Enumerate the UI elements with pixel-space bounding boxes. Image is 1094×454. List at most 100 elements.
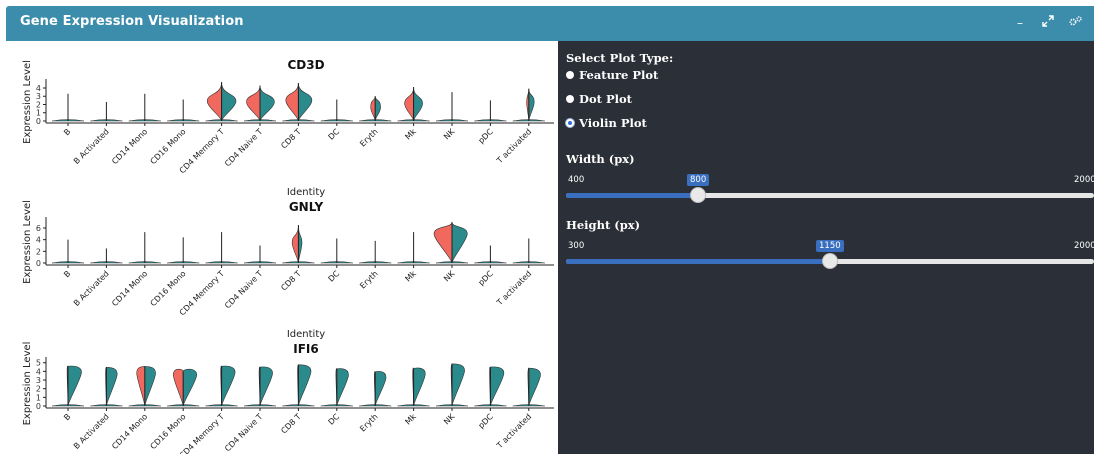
violin-right-half: [67, 365, 82, 407]
gears-icon[interactable]: [1068, 15, 1084, 31]
width-slider-fill: [566, 193, 698, 198]
violin-left-half: [172, 368, 184, 407]
violin-right-half: [259, 85, 275, 122]
radio-dot-plot[interactable]: Dot Plot: [566, 92, 632, 106]
panel-title: GNLY: [289, 200, 324, 214]
panel-title: CD3D: [287, 58, 324, 72]
radio-dot-selected[interactable]: [566, 119, 574, 127]
x-tick-label: Eryth: [358, 127, 379, 148]
violin-plot-area: CD3D Expression Level 0 1 2 3 4 B B Activated CD1…: [6, 41, 558, 454]
violin-right-half: [528, 88, 535, 122]
violin-left-half: [246, 85, 261, 122]
y-tick-label: 2: [36, 385, 41, 394]
violin-right-half: [182, 368, 198, 407]
violin-right-half: [374, 371, 387, 407]
violin-left-half: [285, 82, 299, 122]
violin-right-half: [528, 367, 541, 407]
x-tick-label: CD8 T: [279, 269, 303, 293]
x-tick-label: pDC: [477, 412, 496, 431]
x-tick-label: NK: [442, 412, 457, 427]
width-max: 2000: [1074, 175, 1094, 185]
radio-feature-plot[interactable]: Feature Plot: [566, 68, 658, 82]
control-panel: Select Plot Type: Feature Plot Dot Plot …: [558, 41, 1094, 454]
x-tick-label: CD14 Mono: [110, 269, 149, 308]
x-tick-label: Mk: [403, 412, 418, 427]
violin-right-half: [298, 364, 312, 407]
plot-type-label: Select Plot Type:: [566, 51, 674, 65]
violin-right-half: [221, 82, 237, 122]
y-tick-label: 0: [36, 117, 41, 126]
width-min: 400: [568, 175, 585, 185]
visualization-box: Gene Expression Visualization – CD3D Expr…: [6, 6, 1094, 454]
x-tick-label: CD14 Mono: [110, 127, 149, 166]
x-tick-label: B: [62, 127, 72, 137]
x-tick-label: NK: [442, 269, 457, 284]
width-slider-track[interactable]: [566, 193, 1094, 198]
violin-right-half: [259, 366, 273, 407]
x-tick-label: CD16 Mono: [149, 269, 188, 308]
y-tick-label: 4: [36, 236, 41, 245]
x-tick-label: pDC: [477, 269, 496, 288]
violin-right-half: [298, 225, 303, 264]
height-value-bubble: 1150: [816, 240, 844, 252]
radio-label: Feature Plot: [579, 68, 659, 82]
y-axis-label: Expression Level: [22, 342, 33, 426]
x-tick-label: T activated: [494, 127, 533, 166]
width-label: Width (px): [566, 152, 635, 166]
x-tick-label: B: [62, 269, 72, 279]
y-tick-label: 5: [36, 359, 41, 368]
x-tick-label: T activated: [494, 412, 533, 451]
x-tick-label: CD4 Naive T: [223, 269, 264, 310]
y-tick-label: 1: [36, 393, 41, 402]
violin-right-half: [490, 366, 505, 407]
violin-right-half: [374, 96, 381, 122]
y-tick-label: 1: [36, 109, 41, 118]
x-tick-label: B Activated: [72, 127, 111, 166]
x-tick-label: T activated: [494, 269, 533, 308]
radio-label: Violin Plot: [579, 116, 647, 130]
y-tick-label: 3: [36, 92, 41, 101]
radio-violin-plot[interactable]: Violin Plot: [566, 116, 647, 130]
violin-right-half: [413, 87, 423, 122]
x-tick-label: Mk: [403, 269, 418, 284]
x-tick-label: CD16 Mono: [149, 127, 188, 166]
violin-right-half: [336, 368, 349, 407]
x-axis-label: Identity: [287, 329, 325, 340]
violin-right-half: [221, 365, 236, 407]
y-tick-label: 0: [36, 259, 41, 268]
radio-dot[interactable]: [566, 95, 574, 103]
x-axis-label: Identity: [287, 187, 325, 198]
violin-right-half: [144, 365, 156, 407]
box-header: Gene Expression Visualization –: [6, 6, 1094, 41]
x-tick-label: Eryth: [358, 269, 379, 290]
y-tick-label: 4: [36, 367, 41, 376]
violin-left-half: [291, 225, 299, 264]
height-min: 300: [568, 241, 585, 251]
x-tick-label: CD16 Mono: [149, 412, 188, 451]
radio-dot[interactable]: [566, 71, 574, 79]
y-axis-label: Expression Level: [22, 60, 33, 144]
y-tick-label: 4: [36, 84, 41, 93]
violin-left-half: [370, 96, 376, 122]
violin-right-half: [298, 82, 313, 122]
height-slider-fill: [566, 259, 830, 264]
x-tick-label: CD8 T: [279, 412, 303, 436]
x-tick-label: CD4 Naive T: [223, 127, 264, 168]
collapse-icon[interactable]: –: [1017, 16, 1023, 30]
x-tick-label: B Activated: [72, 412, 111, 451]
y-tick-label: 0: [36, 402, 41, 411]
height-max: 2000: [1074, 241, 1094, 251]
x-tick-label: CD4 Naive T: [223, 412, 264, 453]
y-tick-label: 3: [36, 376, 41, 385]
x-tick-label: NK: [442, 127, 457, 142]
maximize-icon[interactable]: [1040, 15, 1056, 31]
width-slider-handle[interactable]: [690, 187, 706, 203]
x-tick-label: pDC: [477, 127, 496, 146]
x-tick-label: Eryth: [358, 412, 379, 433]
violin-right-half: [413, 367, 426, 407]
panel-title: IFI6: [293, 342, 318, 356]
violin-left-half: [404, 87, 414, 122]
height-slider-handle[interactable]: [822, 253, 838, 269]
